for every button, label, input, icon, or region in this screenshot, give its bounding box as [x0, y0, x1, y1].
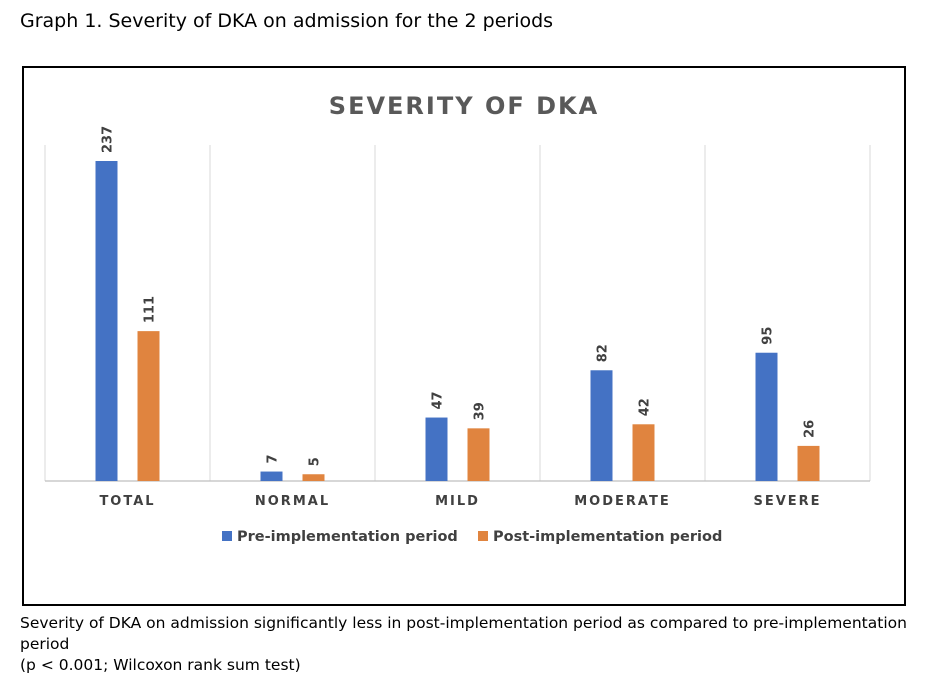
bar-severe-post: [797, 445, 820, 481]
bar-mild-post: [467, 428, 490, 481]
bar-normal-pre: [260, 471, 283, 481]
legend-swatch-post: [478, 531, 488, 541]
chart-frame: [22, 66, 906, 606]
footnote-line-2: (p < 0.001; Wilcoxon rank sum test): [20, 656, 301, 674]
data-label: 237: [101, 126, 116, 153]
category-label-moderate: MODERATE: [574, 494, 670, 509]
data-label: 7: [266, 455, 281, 464]
category-label-severe: SEVERE: [753, 494, 821, 509]
data-label: 5: [308, 457, 323, 466]
footnote-line-1: Severity of DKA on admission significant…: [20, 614, 907, 653]
legend-swatch-pre: [222, 531, 232, 541]
figure-caption: Graph 1. Severity of DKA on admission fo…: [20, 10, 554, 32]
category-label-total: TOTAL: [99, 494, 155, 509]
bar-moderate-pre: [590, 370, 613, 481]
legend-label-pre: Pre-implementation period: [237, 529, 458, 545]
category-label-mild: MILD: [435, 494, 480, 509]
bar-total-post: [137, 331, 160, 481]
data-label: 26: [803, 420, 818, 438]
data-label: 39: [473, 402, 488, 420]
data-label: 42: [638, 398, 653, 416]
bar-total-pre: [95, 161, 118, 481]
bar-normal-post: [302, 474, 325, 481]
bar-severe-pre: [755, 352, 778, 481]
category-label-normal: NORMAL: [255, 494, 330, 509]
data-label: 47: [431, 391, 446, 409]
legend-label-post: Post-implementation period: [493, 529, 722, 545]
data-label: 95: [761, 327, 776, 345]
bar-mild-pre: [425, 417, 448, 481]
data-label: 82: [596, 344, 611, 362]
bar-moderate-post: [632, 424, 655, 481]
footnote: Severity of DKA on admission significant…: [20, 613, 930, 676]
data-label: 111: [143, 296, 158, 323]
chart-title: SEVERITY OF DKA: [329, 92, 599, 120]
